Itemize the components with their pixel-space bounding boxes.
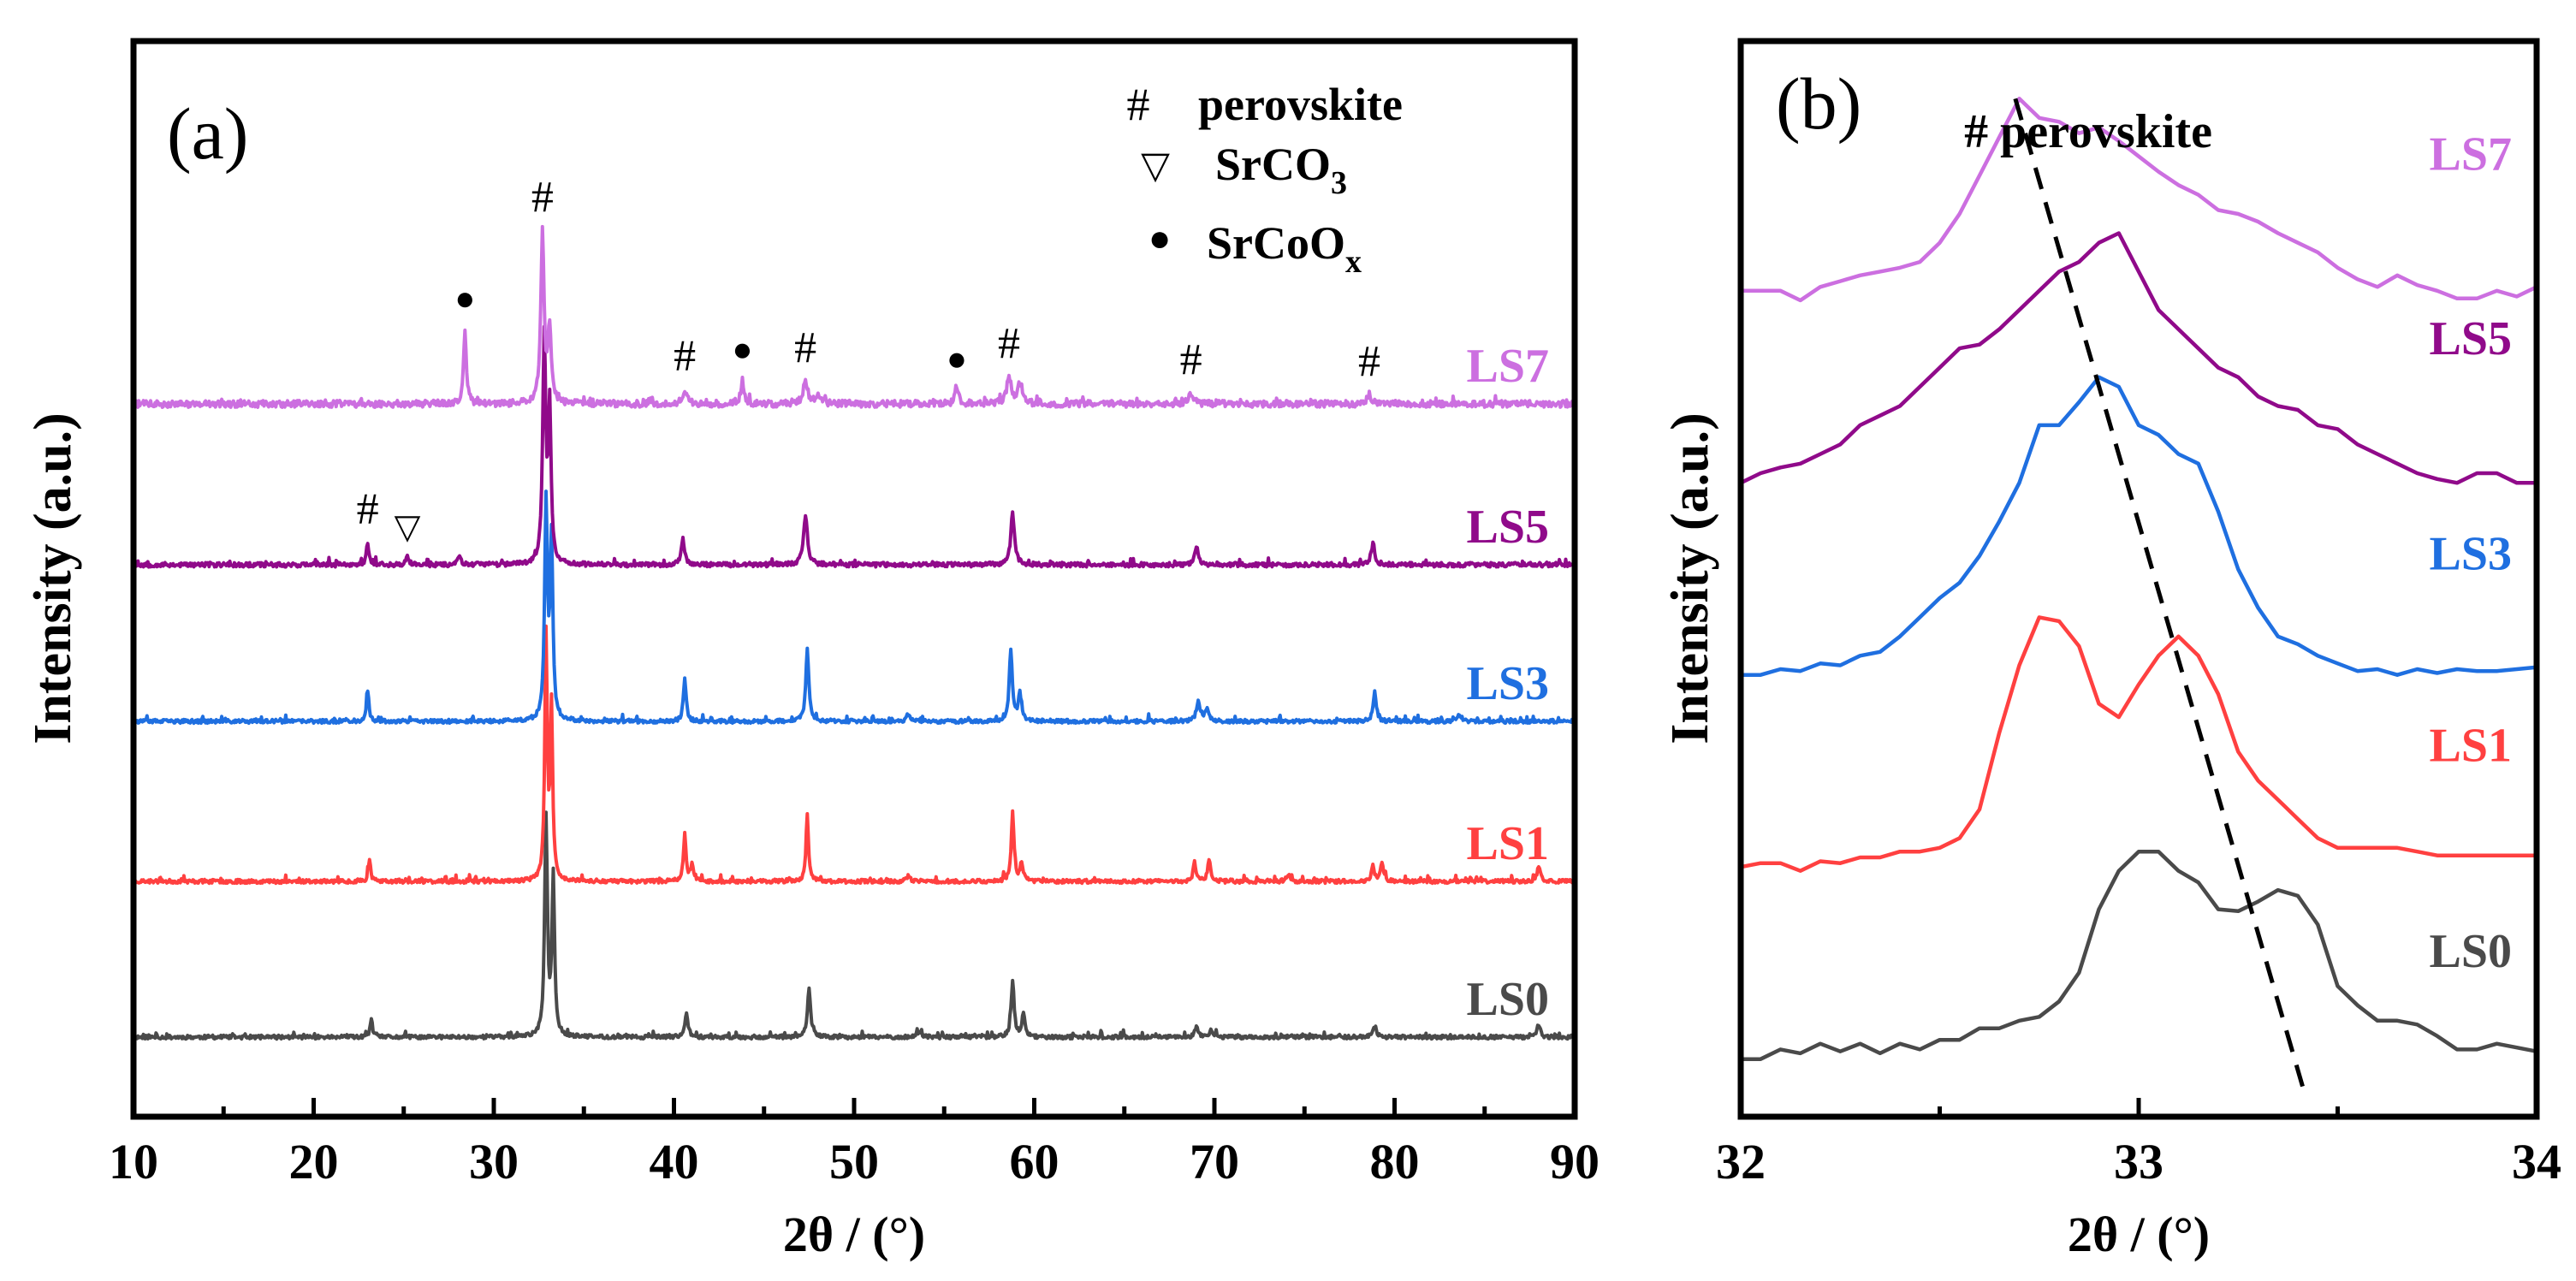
panel-a-peak-marker: # [357, 485, 379, 534]
legend-symbol-srcoox: ● [1149, 217, 1172, 259]
panel-a-series-ls1 [132, 624, 1576, 886]
panel-a-label-ls7: LS7 [1467, 340, 1550, 393]
panel-a-label-ls0: LS0 [1467, 973, 1550, 1026]
panel-a-tick-label: 10 [109, 1134, 158, 1189]
legend-symbol-srco3: ▽ [1141, 145, 1170, 187]
panel-a-tick-label: 20 [289, 1134, 339, 1189]
panel-b-series-ls7 [1741, 97, 2537, 303]
panel-b-label-ls1: LS1 [2430, 720, 2513, 773]
panel-a-tick-label: 70 [1190, 1134, 1239, 1189]
panel-a-series-ls5 [132, 324, 1576, 569]
legend-label-srcoox-sub: x [1345, 244, 1362, 280]
peak-shift-guide-line [2013, 98, 2308, 1099]
panel-a-peak-marker: ● [732, 329, 752, 368]
panel-a: 10 20 30 40 50 60 70 80 90 # ▽ ● # # ● # ● # # # LS0 LS1 LS3… [24, 38, 1600, 1262]
panel-b-tick-label: 34 [2512, 1134, 2561, 1189]
panel-a-peak-marker: ▽ [395, 507, 421, 546]
panel-a-label-ls1: LS1 [1467, 817, 1550, 870]
panel-a-peak-markers: # ▽ ● # # ● # ● # # # [357, 173, 1380, 546]
panel-a-series-ls7 [132, 224, 1576, 409]
legend-symbol-perovskite: # [1127, 79, 1150, 130]
panel-a-series-ls3 [133, 489, 1576, 726]
panel-b-series-ls3 [1741, 375, 2537, 677]
panel-b-tick-label: 32 [1716, 1134, 1766, 1189]
panel-a-series-ls0 [133, 810, 1576, 1041]
panel-b-series-ls0 [1741, 849, 2537, 1061]
panel-a-legend: # perovskite ▽ SrCO3 ● SrCoOx [1127, 79, 1404, 280]
panel-a-tick-label: 60 [1010, 1134, 1059, 1189]
panel-b-series-group [1740, 97, 2537, 1061]
panel-a-label-ls3: LS3 [1467, 657, 1550, 710]
panel-a-tick-label: 30 [469, 1134, 519, 1189]
panel-a-x-tick-labels: 10 20 30 40 50 60 70 80 90 [109, 1134, 1600, 1189]
panel-a-frame [130, 38, 1578, 1120]
panel-b-series-ls5 [1740, 231, 2537, 485]
panel-b-x-tick-labels: 32 33 34 [1716, 1134, 2561, 1189]
panel-b-frame [1737, 38, 2540, 1120]
panel-b-label-ls3: LS3 [2430, 527, 2513, 580]
panel-a-peak-marker: # [674, 331, 696, 380]
panel-a-peak-marker: ● [947, 339, 967, 377]
panel-a-tick-label: 50 [829, 1134, 879, 1189]
legend-label-srco3-sub: 3 [1331, 165, 1347, 201]
panel-b-label-ls0: LS0 [2430, 925, 2513, 978]
legend-label-srcoox-main: SrCoO [1207, 217, 1345, 269]
panel-a-peak-marker: ● [454, 279, 475, 317]
panel-a-peak-marker: # [794, 323, 816, 372]
panel-a-tick-label: 80 [1370, 1134, 1420, 1189]
panel-b-y-axis-label: Intensity (a.u.) [1661, 412, 1719, 744]
panel-a-peak-marker: # [531, 173, 554, 222]
panel-b-series-ls1 [1740, 615, 2537, 873]
panel-b-label: (b) [1776, 62, 1861, 145]
panel-a-label-ls5: LS5 [1467, 501, 1550, 554]
panel-a-tick-label: 90 [1550, 1134, 1600, 1189]
panel-b-series-labels: LS0 LS1 LS3 LS5 LS7 [2430, 128, 2513, 978]
panel-a-x-axis-label: 2θ / (°) [783, 1207, 925, 1262]
panel-b-label-ls5: LS5 [2430, 312, 2513, 365]
panel-a-y-axis-label: Intensity (a.u.) [24, 412, 82, 744]
panel-b-x-axis-label: 2θ / (°) [2068, 1207, 2210, 1262]
panel-a-series-group [132, 224, 1576, 1041]
panel-a-tick-label: 40 [650, 1134, 699, 1189]
panel-a-label: (a) [167, 92, 248, 175]
legend-label-srco3-main: SrCO [1215, 139, 1331, 190]
legend-label-srco3: SrCO3 [1215, 139, 1347, 201]
panel-b-title: # perovskite [1964, 105, 2212, 158]
panel-a-series-labels: LS0 LS1 LS3 LS5 LS7 [1467, 340, 1550, 1026]
legend-label-srcoox: SrCoOx [1207, 217, 1362, 280]
panel-a-peak-marker: # [1358, 337, 1380, 386]
panel-b-label-ls7: LS7 [2430, 128, 2513, 181]
panel-a-peak-marker: # [998, 319, 1020, 368]
panel-b-tick-label: 33 [2114, 1134, 2163, 1189]
legend-label-perovskite: perovskite [1198, 79, 1403, 130]
panel-a-peak-marker: # [1180, 335, 1202, 384]
